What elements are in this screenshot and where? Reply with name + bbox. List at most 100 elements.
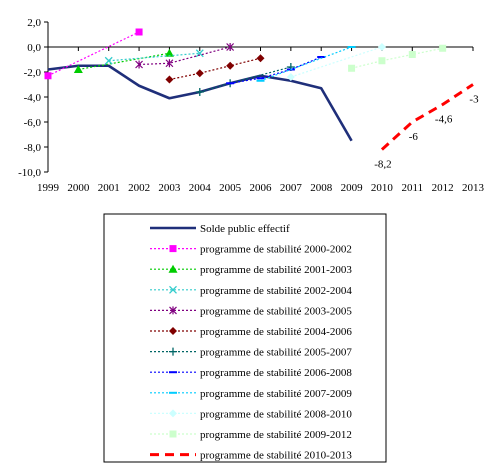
data-label: -6 — [409, 131, 419, 143]
x-tick-label: 2009 — [341, 182, 364, 194]
legend-label: programme de stabilité 2009-2012 — [200, 429, 352, 441]
data-point — [44, 72, 52, 80]
series-9 — [256, 46, 356, 82]
legend-label: programme de stabilité 2005-2007 — [200, 347, 352, 359]
x-tick-label: 2003 — [158, 182, 181, 194]
data-label: -3 — [469, 94, 479, 106]
data-point — [256, 54, 265, 63]
data-point — [226, 43, 235, 51]
legend-item: programme de stabilité 2009-2012 — [150, 429, 352, 441]
data-point — [378, 57, 386, 65]
data-label: -4,6 — [435, 114, 453, 126]
series-line — [139, 46, 231, 66]
series-line — [199, 66, 292, 93]
series-12 — [380, 83, 474, 151]
data-point — [377, 43, 386, 51]
legend-item: programme de stabilité 2007-2009 — [150, 388, 352, 400]
series-line — [380, 83, 474, 151]
legend-item: programme de stabilité 2000-2002 — [150, 244, 352, 256]
data-point — [347, 46, 356, 48]
legend-label: programme de stabilité 2000-2002 — [200, 244, 352, 256]
data-point — [135, 28, 143, 36]
data-point — [408, 51, 416, 58]
data-point — [226, 61, 235, 70]
data-labels: -8,2 -6 -4,6 -3 — [374, 94, 479, 171]
data-point — [317, 56, 326, 58]
series-line — [78, 52, 170, 71]
y-tick-label: 0,0 — [27, 42, 41, 54]
legend-item: programme de stabilité 2001-2003 — [150, 264, 352, 276]
legend-marker — [169, 371, 177, 374]
legend-marker — [169, 430, 177, 438]
series-11 — [348, 44, 447, 72]
y-tick-label: -8,0 — [24, 142, 42, 154]
data-point — [348, 64, 356, 72]
legend-marker — [169, 391, 177, 394]
y-tick-label: -6,0 — [24, 117, 42, 129]
series-5 — [135, 43, 235, 69]
legend-marker — [169, 347, 177, 356]
legend-marker — [169, 306, 177, 315]
legend-box — [103, 213, 387, 463]
legend-marker — [168, 264, 178, 273]
x-tick-label: 2013 — [462, 182, 485, 194]
x-tick-label: 2000 — [67, 182, 90, 194]
legend-marker — [169, 409, 177, 418]
legend-marker — [169, 285, 177, 294]
series-2 — [44, 28, 143, 80]
legend-label: programme de stabilité 2002-2004 — [200, 285, 352, 297]
x-tick-label: 1999 — [37, 182, 60, 194]
series-line — [47, 31, 140, 77]
y-tick-label: -10,0 — [18, 167, 41, 179]
legend-item: programme de stabilité 2004-2006 — [150, 326, 352, 338]
series-10 — [286, 43, 386, 81]
legend-marker — [169, 245, 177, 253]
data-point — [286, 73, 295, 81]
data-point — [164, 48, 174, 57]
legend-item: programme de stabilité 2005-2007 — [150, 347, 352, 359]
legend-label: programme de stabilité 2010-2013 — [200, 450, 352, 462]
y-tick-label: -2,0 — [24, 67, 42, 79]
data-point — [165, 75, 174, 84]
series-3 — [73, 48, 174, 73]
data-point — [135, 60, 143, 69]
data-point — [195, 88, 204, 96]
legend: Solde public effectif programme de stabil… — [103, 213, 387, 463]
x-tick-label: 2008 — [310, 182, 333, 194]
series-line — [351, 47, 443, 69]
x-tick-label: 2001 — [98, 182, 120, 194]
x-tick-label: 2004 — [189, 182, 212, 194]
series-line — [290, 46, 383, 78]
series-4 — [104, 49, 204, 65]
legend-label: programme de stabilité 2004-2006 — [200, 326, 352, 338]
data-point — [195, 49, 204, 58]
data-point — [226, 82, 235, 85]
axes: 2,0 0,0 -2,0 -4,0 -6,0 -8,0 -10,0 1999 2000 2001 2… — [18, 17, 484, 194]
series-line — [108, 52, 200, 62]
legend-label: programme de stabilité 2008-2010 — [200, 408, 352, 420]
legend-item: programme de stabilité 2010-2013 — [150, 450, 352, 462]
x-tick-label: 2002 — [128, 182, 150, 194]
data-point — [195, 69, 204, 78]
legend-label: programme de stabilité 2006-2008 — [200, 367, 352, 379]
x-tick-label: 2005 — [219, 182, 242, 194]
legend-label: Solde public effectif — [200, 223, 290, 235]
x-tick-label: 2010 — [371, 182, 394, 194]
legend-item: Solde public effectif — [150, 223, 290, 235]
data-point — [439, 44, 447, 52]
x-tick-label: 2011 — [401, 182, 423, 194]
legend-label: programme de stabilité 2007-2009 — [200, 388, 352, 400]
data-label: -8,2 — [374, 159, 391, 171]
y-tick-label: -4,0 — [24, 92, 42, 104]
legend-label: programme de stabilité 2003-2005 — [200, 305, 352, 317]
x-tick-label: 2012 — [432, 182, 454, 194]
y-tick-label: 2,0 — [27, 17, 41, 29]
legend-item: programme de stabilité 2006-2008 — [150, 367, 352, 379]
legend-item: programme de stabilité 2008-2010 — [150, 408, 352, 420]
series-line — [260, 46, 352, 82]
x-tick-label: 2007 — [280, 182, 303, 194]
legend-label: programme de stabilité 2001-2003 — [200, 264, 352, 276]
data-point — [256, 77, 265, 80]
data-point — [256, 79, 265, 82]
